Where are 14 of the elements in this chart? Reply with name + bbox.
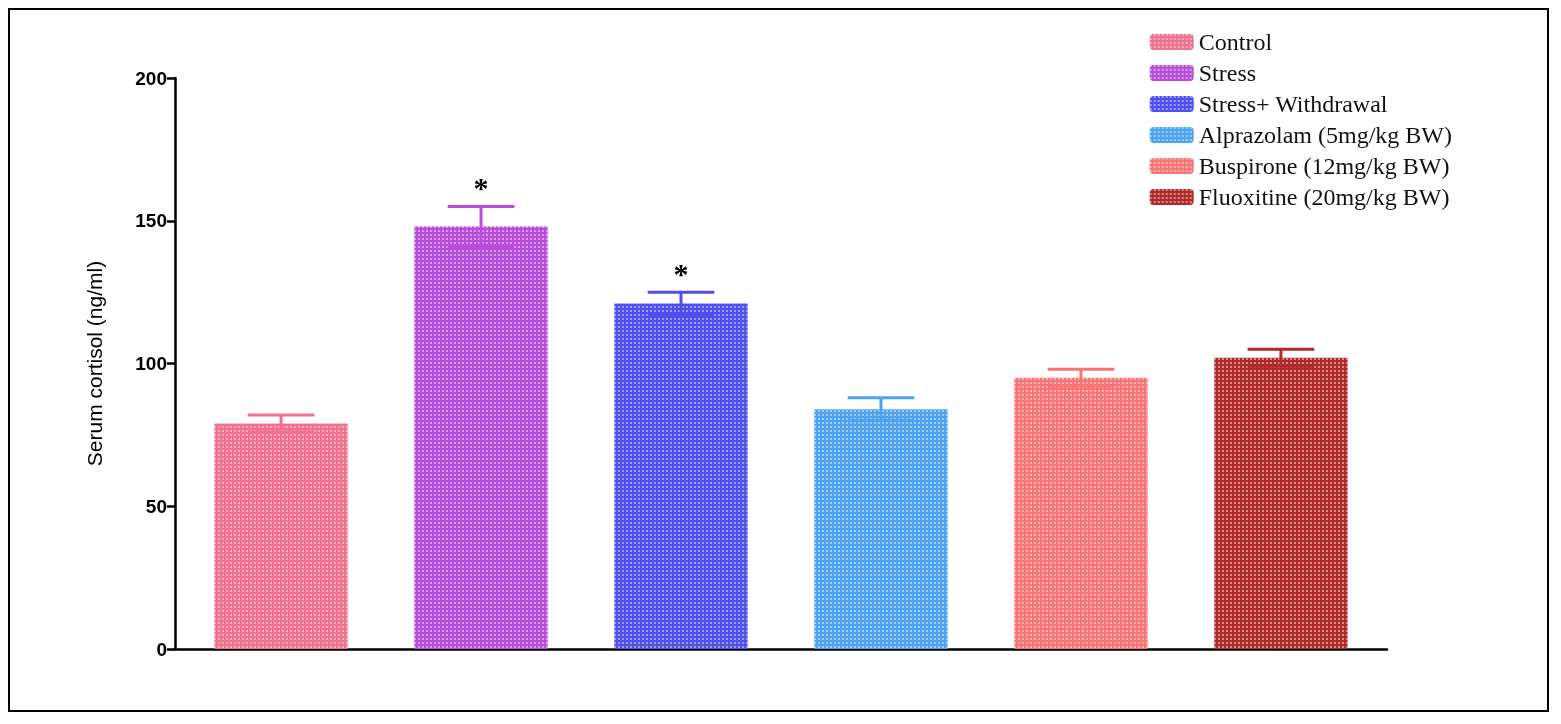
legend-label: Fluoxitine (20mg/kg BW): [1198, 184, 1450, 210]
y-axis-title: Serum cortisol (ng/ml): [83, 260, 106, 467]
y-tick-label: 150: [135, 210, 167, 232]
legend-label: Stress+ Withdrawal: [1198, 91, 1388, 117]
legend-label: Buspirone (12mg/kg BW): [1198, 153, 1450, 179]
legend-label: Control: [1198, 29, 1273, 55]
y-tick-label: 100: [135, 353, 167, 374]
legend-label: Stress: [1198, 60, 1257, 86]
y-tick-label: 50: [145, 495, 167, 517]
legend-label: Alprazolam (5mg/kg BW): [1198, 122, 1452, 148]
y-tick-label: 200: [135, 67, 167, 89]
y-tick-label: 0: [156, 638, 167, 660]
data-label: *: [473, 170, 489, 204]
data-label: *: [673, 256, 689, 290]
